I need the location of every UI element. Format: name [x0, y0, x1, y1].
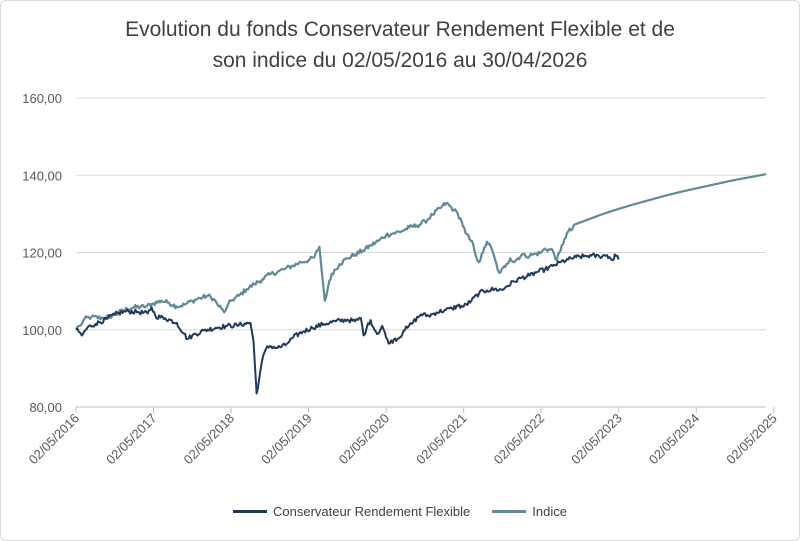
legend-item-fund: Conservateur Rendement Flexible: [233, 504, 470, 519]
y-tick-label: 100,00: [22, 323, 62, 338]
legend-swatch-fund: [233, 510, 267, 513]
series-line-fund: [75, 252, 620, 395]
x-axis: [75, 406, 775, 413]
y-tick-label: 140,00: [22, 168, 62, 183]
legend-label-index: Indice: [532, 504, 567, 519]
legend: Conservateur Rendement Flexible Indice: [0, 504, 800, 519]
x-tick-label: 02/05/2021: [413, 411, 470, 468]
x-tick-label: 02/05/2019: [258, 411, 315, 468]
y-tick-label: 120,00: [22, 246, 62, 261]
y-axis-ticks: 80,00 100,00 120,00 140,00 160,00: [22, 91, 62, 415]
x-tick-label: 02/05/2023: [568, 411, 625, 468]
x-tick-label: 02/05/2024: [646, 411, 703, 468]
x-axis-ticks: 02/05/2016 02/05/2017 02/05/2018 02/05/2019…: [25, 411, 779, 468]
x-tick-label: 02/05/2018: [181, 411, 238, 468]
legend-swatch-index: [492, 510, 527, 513]
gridlines: [76, 97, 766, 331]
series-lines: [75, 173, 767, 395]
x-tick-label: 02/05/2017: [103, 411, 160, 468]
legend-item-index: Indice: [492, 504, 567, 519]
x-tick-label: 02/05/2016: [25, 411, 82, 468]
chart-title: Evolution du fonds Conservateur Rendemen…: [0, 14, 800, 76]
y-tick-label: 80,00: [29, 400, 62, 415]
series-line-index: [75, 173, 767, 331]
y-tick-label: 160,00: [22, 91, 62, 106]
x-tick-label: 02/05/2020: [336, 411, 393, 468]
chart-title-line1: Evolution du fonds Conservateur Rendemen…: [125, 18, 675, 41]
x-tick-label: 02/05/2022: [491, 411, 548, 468]
legend-label-fund: Conservateur Rendement Flexible: [273, 504, 471, 519]
x-tick-label: 02/05/2025: [723, 411, 780, 468]
chart-title-line2: son indice du 02/05/2016 au 30/04/2026: [212, 49, 588, 72]
